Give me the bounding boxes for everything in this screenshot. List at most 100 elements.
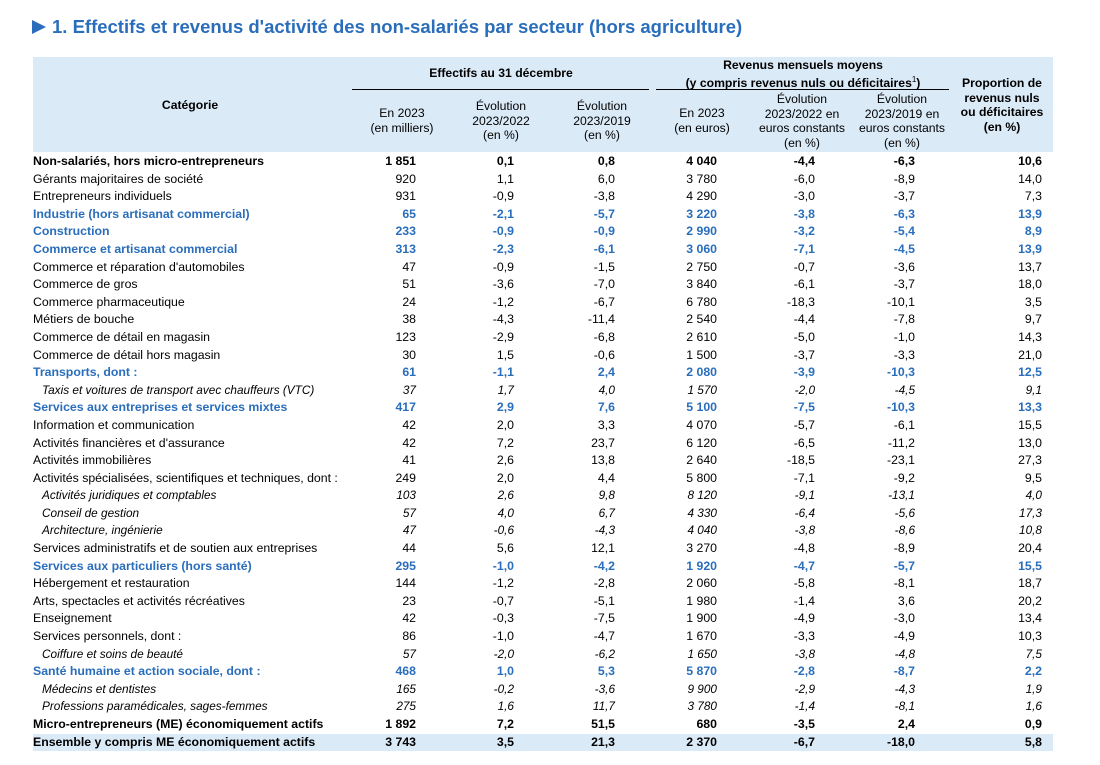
row-value-col7: 10,3 — [1018, 629, 1042, 644]
table-row: Commerce de détail en magasin 123 -2,9 -6,8… — [0, 329, 1100, 347]
row-value-col5: -2,0 — [794, 382, 815, 397]
row-value-col2: -3,6 — [492, 277, 514, 292]
row-value-col2: -0,9 — [492, 189, 514, 204]
table-row: Architecture, ingénierie 47 -0,6 -4,3 4 040 -… — [0, 522, 1100, 540]
row-value-col6: -18,0 — [886, 734, 915, 749]
table-row: Activités immobilières 41 2,6 13,8 2 640 -18,… — [0, 452, 1100, 470]
row-value-col1: 3 743 — [385, 734, 416, 749]
row-value-col1: 1 851 — [385, 154, 416, 168]
row-value-col5: -18,5 — [786, 453, 815, 468]
row-value-col4: 3 840 — [686, 277, 717, 292]
row-label: Information et communication — [33, 417, 195, 432]
row-value-col7: 0,9 — [1024, 717, 1042, 731]
row-value-col1: 37 — [402, 382, 416, 397]
row-value-col3: 21,3 — [591, 734, 615, 749]
row-value-col7: 1,9 — [1025, 681, 1042, 696]
row-value-col1: 24 — [402, 294, 416, 309]
row-value-col6: -8,9 — [893, 171, 915, 186]
title-text: 1. Effectifs et revenus d'activité des n… — [52, 16, 743, 37]
row-label: Hébergement et restauration — [33, 576, 190, 591]
row-value-col2: -1,0 — [492, 558, 514, 573]
row-value-col6: -8,1 — [893, 576, 915, 591]
table-row: Non-salariés, hors micro-entrepreneurs 1 … — [0, 153, 1100, 171]
row-value-col3: 13,8 — [591, 453, 615, 468]
row-value-col1: 144 — [395, 576, 416, 591]
row-value-col5: -7,1 — [793, 470, 815, 485]
table-row: Métiers de bouche 38 -4,3 -11,4 2 540 -4,4 -7,… — [0, 311, 1100, 329]
table-row: Commerce de détail hors magasin 30 1,5 -0,6… — [0, 347, 1100, 365]
row-value-col6: -11,2 — [887, 435, 915, 450]
row-label: Services aux particuliers (hors santé) — [33, 558, 252, 573]
row-value-col2: 0,1 — [496, 154, 514, 168]
row-value-col4: 4 040 — [686, 154, 717, 168]
row-value-col2: -2,0 — [493, 646, 514, 661]
row-value-col5: -3,8 — [794, 523, 815, 538]
row-value-col7: 18,0 — [1018, 277, 1042, 292]
row-value-col6: -3,6 — [893, 259, 915, 274]
row-value-col3: 2,4 — [597, 365, 615, 380]
row-value-col3: 6,7 — [598, 505, 615, 520]
row-value-col7: 20,2 — [1018, 593, 1042, 608]
row-value-col6: -8,1 — [894, 699, 915, 714]
row-value-col7: 27,3 — [1018, 453, 1042, 468]
row-value-col1: 931 — [395, 189, 416, 204]
row-value-col1: 61 — [402, 365, 416, 380]
table-body: Non-salariés, hors micro-entrepreneurs 1 … — [0, 153, 1100, 752]
row-value-col6: -3,0 — [893, 611, 915, 626]
row-value-col6: -10,1 — [886, 294, 915, 309]
table-row: Services personnels, dont : 86 -1,0 -4,7 1 6… — [0, 628, 1100, 646]
table-row: Services aux entreprises et services mix… — [0, 399, 1100, 417]
row-value-col3: 7,6 — [597, 400, 615, 415]
table-title: 1. Effectifs et revenus d'activité des n… — [32, 13, 742, 41]
row-value-col4: 4 040 — [687, 523, 717, 538]
header-categorie: Catégorie — [161, 98, 219, 112]
row-value-col4: 5 800 — [686, 470, 717, 485]
header-col5: Évolution 2023/2022 en euros constants (en … — [758, 92, 846, 150]
row-label: Taxis et voitures de transport avec chau… — [42, 382, 315, 397]
row-label: Activités juridiques et comptables — [42, 488, 217, 503]
row-value-col4: 3 270 — [686, 541, 717, 556]
triangle-bullet-icon — [32, 20, 46, 34]
row-value-col7: 13,7 — [1018, 259, 1042, 274]
row-value-col2: -1,2 — [492, 576, 514, 591]
row-value-col4: 8 120 — [687, 488, 717, 503]
row-value-col5: -3,3 — [793, 629, 815, 644]
row-value-col3: -6,1 — [593, 241, 615, 256]
row-label: Services administratifs et de soutien au… — [33, 541, 318, 556]
row-value-col5: -1,4 — [793, 593, 815, 608]
row-value-col1: 38 — [402, 312, 416, 327]
row-value-col3: -11,4 — [587, 312, 615, 327]
row-value-col3: 9,8 — [598, 488, 615, 503]
table-row: Professions paramédicales, sages-femmes 2… — [0, 698, 1100, 716]
row-value-col7: 17,3 — [1019, 505, 1042, 520]
table-row: Ensemble y compris ME économiquement act… — [0, 733, 1100, 752]
row-value-col2: 7,2 — [496, 435, 514, 450]
table-header — [33, 57, 1053, 152]
row-value-col7: 13,4 — [1018, 611, 1042, 626]
row-value-col6: -4,8 — [894, 646, 915, 661]
row-label: Commerce et réparation d'automobiles — [33, 259, 245, 274]
row-value-col2: 4,0 — [497, 505, 514, 520]
row-value-col5: -3,2 — [793, 224, 815, 239]
row-value-col2: -0,9 — [492, 224, 514, 239]
row-value-col3: 5,3 — [597, 664, 615, 679]
table-row: Construction 233 -0,9 -0,9 2 990 -3,2 -5,4 8,9 — [0, 223, 1100, 241]
row-value-col1: 313 — [395, 241, 416, 256]
row-value-col2: -0,7 — [492, 593, 514, 608]
row-value-col4: 1 980 — [686, 593, 717, 608]
row-value-col6: 2,4 — [897, 717, 915, 731]
row-value-col5: -1,4 — [794, 699, 815, 714]
row-value-col5: -4,7 — [793, 558, 815, 573]
row-value-col1: 51 — [402, 277, 416, 292]
row-value-col7: 9,7 — [1024, 312, 1042, 327]
row-label: Activités spécialisées, scientifiques et… — [33, 470, 338, 485]
row-value-col5: -3,7 — [793, 347, 815, 362]
table-row: Commerce et réparation d'automobiles 47 -0… — [0, 259, 1100, 277]
row-value-col2: -1,2 — [492, 294, 514, 309]
row-value-col7: 10,6 — [1018, 154, 1042, 168]
row-value-col1: 468 — [395, 664, 416, 679]
table-row: Médecins et dentistes 165 -0,2 -3,6 9 900 -2,… — [0, 681, 1100, 699]
row-value-col5: -4,9 — [793, 611, 815, 626]
row-label: Micro-entrepreneurs (ME) économiquement … — [33, 717, 324, 731]
row-label: Métiers de bouche — [33, 312, 135, 327]
